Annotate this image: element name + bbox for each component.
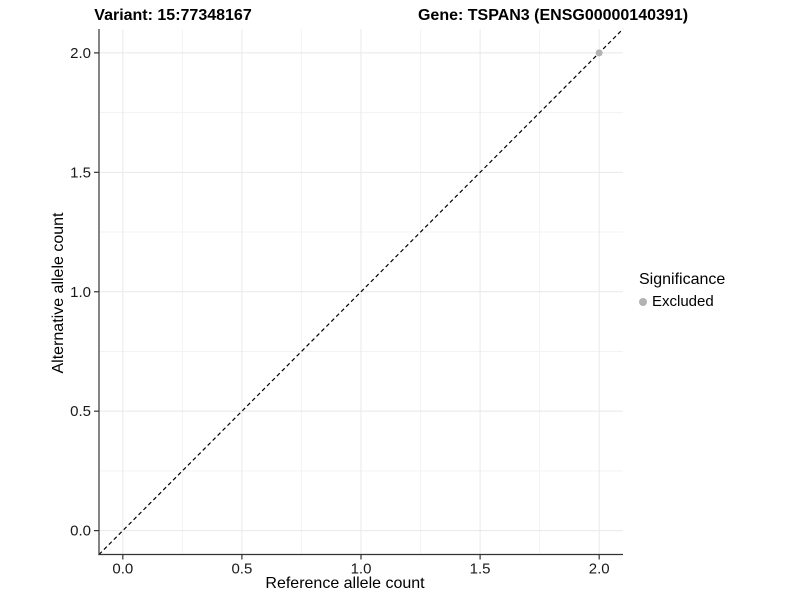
x-tick-label: 0.5 — [231, 561, 252, 578]
plot-title-variant: Variant: 15:77348167 — [94, 7, 252, 24]
plot-title-gene: Gene: TSPAN3 (ENSG00000140391) — [417, 7, 689, 24]
y-axis-title: Alternative allele count — [50, 212, 67, 374]
identity-line — [98, 28, 624, 555]
data-point-excluded — [595, 49, 603, 57]
legend-title: Significance — [639, 271, 726, 288]
y-tick-label: 0.5 — [70, 403, 91, 420]
y-tick-label: 1.5 — [70, 164, 91, 181]
x-tick-label: 1.0 — [351, 561, 372, 578]
x-tick-label: 0.0 — [112, 561, 133, 578]
legend-item-excluded: Excluded — [637, 293, 725, 310]
legend-item-label: Excluded — [652, 293, 714, 310]
x-axis-title: Reference allele count — [265, 575, 425, 592]
excluded-point-icon — [639, 297, 647, 306]
y-tick-label: 0.0 — [70, 523, 91, 540]
y-tick-label: 2.0 — [70, 45, 91, 62]
x-tick-label: 1.5 — [470, 561, 491, 578]
x-tick-label: 2.0 — [589, 561, 610, 578]
legend: Significance Excluded — [637, 271, 725, 310]
y-tick-label: 1.0 — [70, 284, 91, 301]
